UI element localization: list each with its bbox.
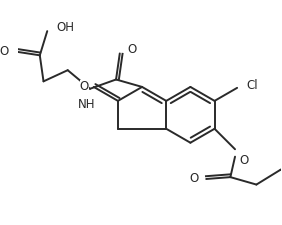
- Text: O: O: [190, 173, 199, 185]
- Text: OH: OH: [56, 21, 74, 34]
- Text: O: O: [0, 45, 8, 58]
- Text: O: O: [80, 80, 89, 93]
- Text: NH: NH: [78, 98, 95, 111]
- Text: O: O: [240, 154, 249, 167]
- Text: O: O: [127, 43, 136, 56]
- Text: Cl: Cl: [246, 79, 258, 92]
